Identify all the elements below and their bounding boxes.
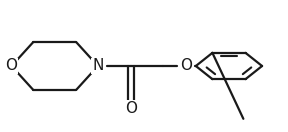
Text: O: O [5, 58, 18, 74]
Text: O: O [180, 58, 192, 74]
Text: N: N [92, 58, 104, 74]
Text: O: O [125, 101, 137, 116]
